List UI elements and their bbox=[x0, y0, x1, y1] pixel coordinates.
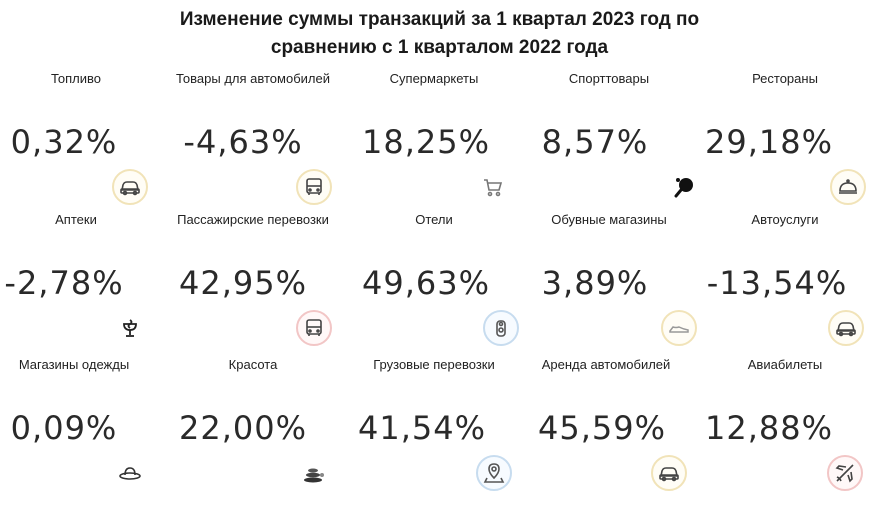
stat-value: 18,25% bbox=[361, 123, 490, 161]
stat-label: Обувные магазины bbox=[551, 212, 667, 227]
stat-value: 12,88% bbox=[704, 409, 833, 447]
stat-card-pharmacies: Аптеки -2,78% bbox=[0, 212, 164, 357]
stat-value: 49,63% bbox=[361, 264, 490, 302]
stat-card-car-rental: Аренда автомобилей 45,59% bbox=[518, 357, 694, 502]
title-line-2: сравнению с 1 кварталом 2022 года bbox=[270, 37, 609, 58]
stat-value: -13,54% bbox=[706, 264, 848, 302]
car-icon bbox=[112, 169, 148, 205]
airplane-icon bbox=[827, 455, 863, 491]
stat-value: 29,18% bbox=[704, 123, 833, 161]
stat-value: 0,09% bbox=[10, 409, 118, 447]
hat-icon bbox=[112, 455, 148, 491]
cloche-icon bbox=[830, 169, 866, 205]
stat-label: Рестораны bbox=[752, 71, 818, 86]
stat-card-air-tickets: Авиабилеты 12,88% bbox=[697, 357, 873, 502]
stat-card-auto-services: Автоуслуги -13,54% bbox=[697, 212, 873, 357]
ping-pong-icon bbox=[667, 169, 703, 205]
stat-label: Спорттовары bbox=[568, 71, 650, 86]
stat-card-beauty: Красота 22,00% bbox=[165, 357, 341, 502]
stat-card-fuel: Топливо 0,32% bbox=[0, 71, 164, 216]
car-icon bbox=[828, 310, 864, 346]
car-icon bbox=[651, 455, 687, 491]
door-hanger-icon bbox=[483, 310, 519, 346]
stat-label: Супермаркеты bbox=[389, 71, 479, 86]
stat-card-shoe-stores: Обувные магазины 3,89% bbox=[521, 212, 697, 357]
stat-card-passenger-transport: Пассажирские перевозки 42,95% bbox=[165, 212, 341, 357]
stat-card-auto-goods: Товары для автомобилей -4,63% bbox=[165, 71, 341, 216]
stat-value: 41,54% bbox=[357, 409, 486, 447]
stat-value: 0,32% bbox=[10, 123, 118, 161]
stat-value: 3,89% bbox=[541, 264, 649, 302]
stat-label: Аренда автомобилей bbox=[541, 357, 671, 372]
stat-label: Автоуслуги bbox=[751, 212, 819, 227]
stat-value: -2,78% bbox=[4, 264, 124, 302]
stat-value: 8,57% bbox=[541, 123, 649, 161]
bus-icon bbox=[296, 310, 332, 346]
stat-label: Отели bbox=[415, 212, 453, 227]
stat-card-cargo-transport: Грузовые перевозки 41,54% bbox=[346, 357, 522, 502]
map-pin-icon bbox=[476, 455, 512, 491]
bus-icon bbox=[296, 169, 332, 205]
stat-value: 45,59% bbox=[537, 409, 666, 447]
cart-icon bbox=[475, 169, 511, 205]
stat-card-supermarkets: Супермаркеты 18,25% bbox=[346, 71, 522, 216]
shoe-icon bbox=[661, 310, 697, 346]
spa-stones-icon bbox=[296, 455, 332, 491]
stat-value: -4,63% bbox=[183, 123, 303, 161]
stat-card-sport-goods: Спорттовары 8,57% bbox=[521, 71, 697, 216]
stat-label: Красота bbox=[228, 357, 278, 372]
page-title: Изменение суммы транзакций за 1 квартал … bbox=[0, 6, 879, 62]
stat-label: Аптеки bbox=[55, 212, 97, 227]
stat-label: Магазины одежды bbox=[18, 357, 130, 372]
title-line-1: Изменение суммы транзакций за 1 квартал … bbox=[179, 9, 700, 30]
stat-value: 42,95% bbox=[178, 264, 307, 302]
stat-card-clothing-stores: Магазины одежды 0,09% bbox=[0, 357, 162, 502]
stat-label: Грузовые перевозки bbox=[373, 357, 495, 372]
stat-card-hotels: Отели 49,63% bbox=[346, 212, 522, 357]
stat-value: 22,00% bbox=[178, 409, 307, 447]
stat-card-restaurants: Рестораны 29,18% bbox=[697, 71, 873, 216]
stat-label: Пассажирские перевозки bbox=[177, 212, 329, 227]
stat-label: Авиабилеты bbox=[747, 357, 823, 372]
stat-label: Товары для автомобилей bbox=[176, 71, 330, 86]
pharmacy-icon bbox=[112, 310, 148, 346]
stat-label: Топливо bbox=[50, 71, 102, 86]
